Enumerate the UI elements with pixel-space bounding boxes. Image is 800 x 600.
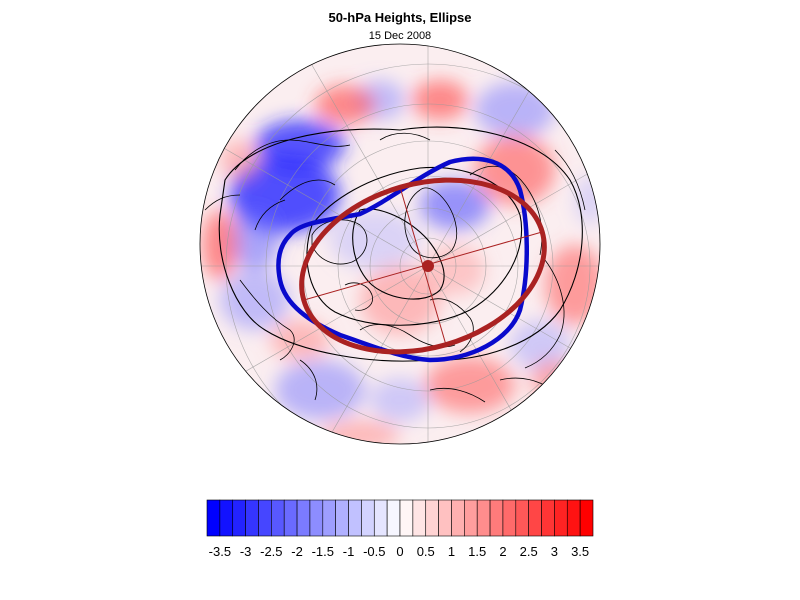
- colorbar-label: -2.5: [260, 544, 282, 559]
- colorbar-swatch: [219, 499, 234, 537]
- colorbar-swatch: [399, 499, 414, 537]
- map-title: 50-hPa Heights, Ellipse: [328, 10, 472, 25]
- colorbar-swatch: [566, 499, 581, 537]
- colorbar-swatch: [271, 499, 285, 537]
- colorbar-swatch: [412, 499, 427, 537]
- colorbar-swatch: [232, 499, 246, 537]
- colorbar-swatch: [283, 499, 298, 537]
- colorbar-swatch: [425, 499, 439, 537]
- colorbar-label: -1: [343, 544, 355, 559]
- colorbar-swatch: [464, 499, 478, 537]
- colorbar-label: -1.5: [312, 544, 334, 559]
- colorbar-swatch: [515, 499, 529, 537]
- colorbar-swatch: [476, 499, 491, 537]
- colorbar-label: -0.5: [363, 544, 385, 559]
- colorbar-swatch: [258, 499, 272, 537]
- colorbar-swatch: [502, 499, 517, 537]
- colorbar-swatch: [541, 499, 555, 537]
- colorbar-swatch: [361, 499, 375, 537]
- colorbar-label: 0: [396, 544, 403, 559]
- colorbar-swatch: [206, 499, 221, 537]
- colorbar-label: 3.5: [571, 544, 589, 559]
- colorbar-swatch: [438, 499, 452, 537]
- colorbar-swatch: [528, 499, 542, 537]
- colorbar-swatch: [373, 499, 388, 537]
- colorbar-labels: -3.5 -3 -2.5 -2 -1.5 -1 -0.5 0 0.5 1 1.5 2 2.5 3 3.5: [209, 544, 590, 559]
- colorbar-label: 2.5: [520, 544, 538, 559]
- colorbar-swatch: [296, 499, 311, 537]
- colorbar-label: -3.5: [209, 544, 231, 559]
- colorbar-swatches: [206, 499, 594, 537]
- colorbar-swatch: [348, 499, 362, 537]
- colorbar-label: 1: [448, 544, 455, 559]
- colorbar-label: 3: [551, 544, 558, 559]
- colorbar-swatch: [309, 499, 324, 537]
- colorbar-label: 1.5: [468, 544, 486, 559]
- colorbar-swatch: [386, 499, 401, 537]
- vortex-edge-contour: [276, 156, 529, 363]
- colorbar-swatch: [335, 499, 349, 537]
- map-border: [199, 43, 601, 445]
- colorbar-swatch: [489, 499, 504, 537]
- colorbar-swatch: [245, 499, 259, 537]
- ellipse-centroid-marker: [422, 260, 434, 272]
- colorbar-swatch: [322, 499, 336, 537]
- colorbar-label: -3: [240, 544, 252, 559]
- colorbar-label: 0.5: [417, 544, 435, 559]
- colorbar-swatch: [579, 499, 594, 537]
- map-date: 15 Dec 2008: [368, 30, 432, 42]
- colorbar-swatch: [451, 499, 465, 537]
- colorbar-label: 2: [499, 544, 506, 559]
- height-contours: [218, 126, 583, 362]
- colorbar-swatch: [554, 499, 568, 537]
- colorbar-label: -2: [291, 544, 303, 559]
